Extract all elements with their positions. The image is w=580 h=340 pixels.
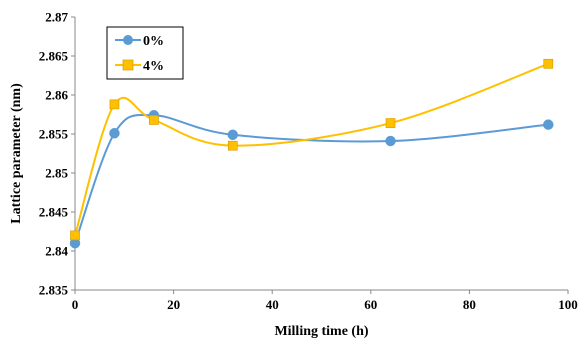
y-axis-title-group: Lattice parameter (nm) [9, 83, 24, 224]
y-tick-label: 2.865 [39, 49, 69, 64]
data-point-0pct [109, 127, 120, 139]
x-tick-label: 100 [558, 297, 578, 312]
legend: 0% 4% [106, 26, 184, 80]
data-point-0pct [227, 129, 239, 141]
legend-marker-circle [123, 35, 133, 45]
x-axis-title: Milling time (h) [274, 324, 368, 339]
x-tick-label: 80 [463, 297, 476, 312]
data-point-4pct [149, 115, 159, 125]
data-point-4pct [543, 58, 554, 69]
y-tick-label: 2.855 [39, 127, 69, 142]
data-point-4pct [227, 140, 238, 151]
y-tick-label: 2.86 [45, 88, 68, 103]
y-tick-label: 2.835 [39, 283, 69, 298]
y-tick-label: 2.84 [45, 244, 68, 259]
axis-ticks: 0 20 40 60 80 100 2.835 2.84 2.845 2.85 2.855 2.86 2… [39, 10, 578, 313]
x-tick-label: 40 [266, 297, 279, 312]
legend-marker-square [122, 59, 134, 71]
y-tick-label: 2.845 [39, 205, 69, 220]
data-point-0pct [543, 119, 554, 130]
legend-label-4pct: 4% [143, 59, 164, 74]
data-point-4pct [385, 118, 396, 128]
series-line-0pct [74, 113, 549, 244]
legend-box [106, 26, 184, 80]
x-tick-label: 0 [72, 297, 79, 312]
x-tick-label: 60 [364, 297, 377, 312]
data-point-4pct [109, 99, 120, 110]
y-axis-title: Lattice parameter (nm) [9, 83, 24, 224]
plot-area [69, 58, 554, 249]
series-line-4pct [74, 62, 549, 236]
data-point-4pct [70, 230, 80, 241]
data-point-0pct [385, 135, 396, 147]
y-tick-label: 2.87 [45, 10, 68, 25]
y-tick-label: 2.85 [45, 166, 68, 181]
x-tick-label: 20 [167, 297, 180, 312]
legend-label-0pct: 0% [143, 34, 164, 49]
